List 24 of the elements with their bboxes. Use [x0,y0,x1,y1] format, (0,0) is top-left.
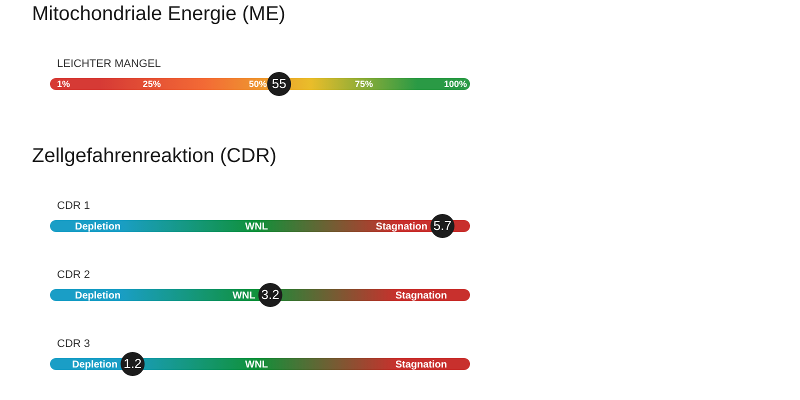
chart-title: Mitochondriale Energie (ME) [32,3,286,25]
x-tick-label: 75% [354,78,373,89]
band-label: Depletion [75,221,121,232]
chart-title: Zellgefahrenreaktion (CDR) [32,145,277,167]
band-label: Depletion [72,359,118,370]
data-label: 1.2 [124,356,142,372]
data-label: 55 [272,76,286,92]
band-label: WNL [232,290,256,302]
band-label: Stagnation [395,359,448,370]
band-label: Stagnation [376,221,428,232]
x-tick-label: 1% [57,78,70,89]
data-label: 3.2 [261,287,280,302]
x-tick-label: 100% [444,78,468,89]
y-tick-label: CDR 2 [57,269,90,281]
band-label: WNL [245,221,268,232]
band-label: Stagnation [395,290,448,302]
x-tick-label: 50% [248,78,267,89]
band-label: WNL [245,359,268,370]
x-tick-label: 25% [142,78,161,89]
y-tick-label: LEICHTER MANGEL [57,58,161,70]
y-tick-label: CDR 1 [57,200,90,212]
band-label: Depletion [75,290,121,302]
data-label: 5.7 [433,218,452,234]
y-tick-label: CDR 3 [57,338,90,350]
